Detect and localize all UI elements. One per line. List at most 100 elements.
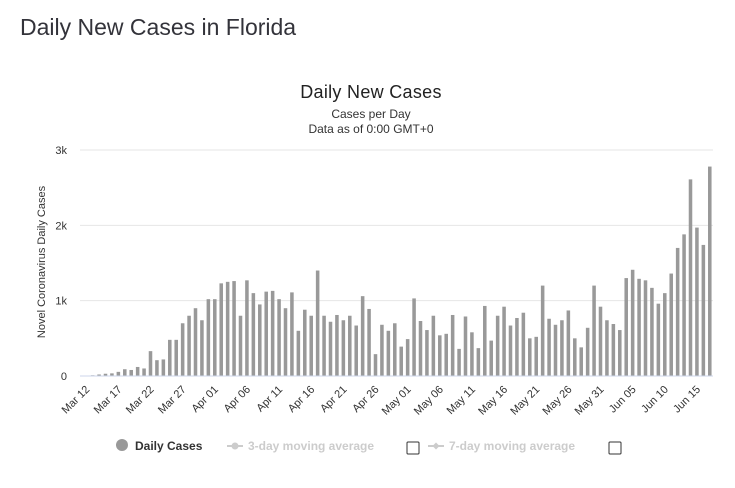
bar[interactable] (528, 338, 532, 376)
bar[interactable] (116, 371, 121, 376)
bar[interactable] (148, 351, 153, 376)
legend-item-3-day-average[interactable]: 3-day moving average (227, 439, 374, 453)
bar[interactable] (418, 321, 423, 376)
bar[interactable] (232, 281, 236, 376)
bar[interactable] (155, 360, 159, 376)
bar[interactable] (213, 299, 217, 376)
bar[interactable] (630, 269, 635, 376)
bar[interactable] (708, 166, 712, 376)
bar[interactable] (290, 292, 294, 376)
bar[interactable] (412, 298, 416, 376)
bar[interactable] (650, 287, 654, 376)
checkbox-7-day-average[interactable] (608, 441, 622, 455)
bar[interactable] (618, 330, 622, 376)
bar[interactable] (515, 317, 519, 376)
bar[interactable] (450, 314, 455, 376)
bar[interactable] (283, 308, 288, 376)
bar[interactable] (251, 293, 256, 376)
bar[interactable] (360, 296, 365, 376)
bar[interactable] (367, 308, 371, 376)
bar[interactable] (431, 315, 436, 376)
bar[interactable] (508, 325, 513, 376)
bar[interactable] (470, 332, 474, 376)
bar[interactable] (444, 333, 448, 376)
bar[interactable] (380, 324, 384, 376)
bar[interactable] (656, 303, 661, 376)
bar[interactable] (322, 315, 326, 376)
bar[interactable] (206, 299, 211, 376)
bar[interactable] (399, 346, 403, 376)
bar[interactable] (669, 273, 673, 376)
bar[interactable] (187, 315, 191, 376)
bar[interactable] (489, 340, 493, 376)
bar[interactable] (348, 315, 352, 376)
bar-series-daily-cases[interactable] (84, 166, 712, 376)
bar[interactable] (309, 315, 313, 376)
bar[interactable] (585, 327, 590, 376)
bar[interactable] (174, 339, 178, 376)
bar[interactable] (701, 244, 706, 376)
legend-item-7-day-average[interactable]: 7-day moving average (428, 439, 575, 453)
checkbox-3-day-average[interactable] (406, 441, 420, 455)
bar[interactable] (110, 373, 114, 376)
bar[interactable] (315, 270, 320, 376)
bar[interactable] (328, 321, 333, 376)
bar[interactable] (193, 308, 198, 376)
bar[interactable] (354, 325, 358, 376)
bar[interactable] (405, 339, 410, 376)
bar[interactable] (476, 348, 481, 376)
bar[interactable] (270, 290, 275, 376)
bar[interactable] (341, 320, 346, 376)
bar[interactable] (200, 320, 204, 376)
bar[interactable] (393, 323, 397, 376)
bar[interactable] (225, 281, 230, 376)
legend-item-daily-cases[interactable]: Daily Cases (116, 439, 203, 453)
bar[interactable] (637, 278, 641, 376)
bar[interactable] (534, 336, 538, 376)
bar[interactable] (168, 339, 172, 376)
bar[interactable] (425, 330, 429, 376)
bar[interactable] (495, 315, 500, 376)
bar[interactable] (611, 324, 616, 376)
bar[interactable] (663, 293, 667, 376)
bar[interactable] (688, 179, 693, 376)
bar[interactable] (219, 283, 223, 376)
bar[interactable] (296, 330, 301, 376)
bar[interactable] (373, 354, 378, 376)
bar[interactable] (566, 310, 571, 376)
bar[interactable] (540, 285, 545, 376)
bar[interactable] (695, 227, 699, 376)
bar[interactable] (161, 359, 166, 376)
bar[interactable] (682, 234, 686, 376)
bar[interactable] (245, 280, 249, 376)
bar[interactable] (502, 306, 506, 376)
bar[interactable] (605, 320, 609, 376)
bar[interactable] (553, 324, 558, 376)
bar[interactable] (135, 366, 140, 376)
bar[interactable] (573, 338, 577, 376)
bar[interactable] (142, 368, 146, 376)
bar[interactable] (258, 304, 262, 376)
bar[interactable] (335, 314, 339, 376)
bar[interactable] (463, 316, 468, 376)
bar[interactable] (238, 315, 243, 376)
bar[interactable] (624, 278, 628, 376)
bar[interactable] (483, 305, 487, 376)
bar[interactable] (560, 320, 564, 376)
bar[interactable] (129, 369, 133, 376)
bar[interactable] (303, 309, 307, 376)
bar[interactable] (675, 247, 680, 376)
bar[interactable] (180, 323, 185, 376)
bar[interactable] (643, 280, 648, 376)
bar[interactable] (264, 291, 268, 376)
bar[interactable] (386, 330, 391, 376)
bar[interactable] (123, 369, 127, 376)
bar[interactable] (438, 335, 442, 376)
bar[interactable] (598, 306, 603, 376)
bar[interactable] (592, 285, 596, 376)
bar[interactable] (579, 347, 583, 376)
bar[interactable] (457, 348, 461, 376)
bar[interactable] (97, 374, 101, 376)
bar[interactable] (103, 373, 108, 376)
bar[interactable] (521, 312, 526, 376)
